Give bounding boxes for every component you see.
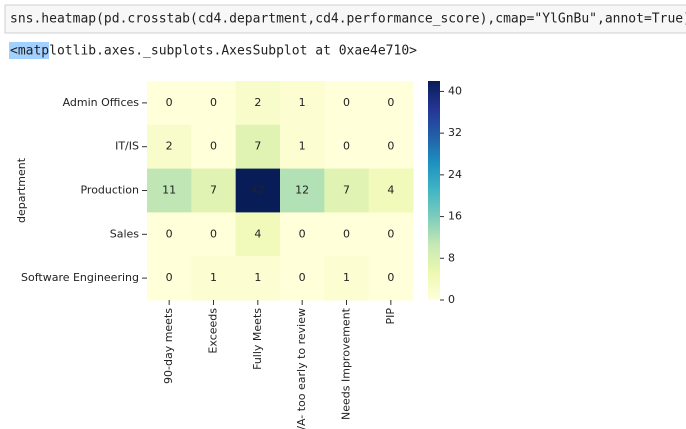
heatmap-cell — [280, 168, 325, 213]
cell-annotation: 0 — [166, 227, 173, 240]
x-tick-label: PIP — [384, 308, 397, 325]
cell-annotation: 0 — [387, 227, 394, 240]
y-tick-label: IT/IS — [115, 140, 139, 153]
x-tick-label: Fully Meets — [251, 308, 264, 370]
cell-annotation: 2 — [254, 96, 261, 109]
colorbar-tick-label: 16 — [448, 210, 462, 223]
y-axis-label: department — [15, 157, 28, 223]
heatmap-cell — [280, 124, 325, 170]
cell-annotation: 1 — [299, 140, 306, 153]
x-tick-label: N/A- too early to review — [295, 308, 308, 429]
heatmap-cell — [280, 256, 325, 301]
cell-annotation: 2 — [166, 140, 173, 153]
colorbar-tick-label: 24 — [448, 168, 462, 181]
cell-annotation: 0 — [210, 96, 217, 109]
code-cell[interactable] — [4, 4, 686, 34]
heatmap-cell — [280, 212, 325, 257]
selection-highlight — [9, 42, 49, 59]
cell-annotation: 0 — [387, 271, 394, 284]
heatmap-cell — [191, 212, 237, 257]
cell-annotation: 4 — [254, 227, 261, 240]
heatmap-cell — [235, 212, 281, 257]
cell-annotation: 1 — [210, 271, 217, 284]
cell-annotation: 11 — [162, 184, 176, 197]
y-tick-label: Production — [80, 184, 139, 197]
heatmap-cell — [368, 124, 414, 170]
heatmap-cell — [235, 168, 281, 213]
x-tick-label: Exceeds — [207, 308, 220, 354]
cell-annotation: 0 — [166, 271, 173, 284]
heatmap-cell — [368, 256, 414, 301]
colorbar-tick-label: 8 — [448, 251, 455, 264]
y-tick-label: Admin Offices — [63, 96, 140, 109]
colorbar-tick-label: 40 — [448, 84, 462, 97]
heatmap-cell — [147, 168, 192, 213]
x-tick-label: Needs Improvement — [340, 307, 353, 420]
cell-annotation: 4 — [387, 184, 394, 197]
cell-annotation: 0 — [210, 140, 217, 153]
heatmap-cell — [191, 81, 237, 126]
heatmap-cell — [147, 256, 192, 301]
heatmap-cell — [324, 168, 370, 213]
heatmap-cell — [235, 81, 281, 126]
cell-annotation: 0 — [343, 96, 350, 109]
cell-annotation: 7 — [254, 140, 261, 153]
heatmap-cell — [147, 124, 192, 170]
heatmap-cell — [368, 212, 414, 257]
heatmap-cell — [324, 81, 370, 126]
heatmap-cell — [324, 124, 370, 170]
cell-annotation: 1 — [254, 271, 261, 284]
cell-annotation: 0 — [387, 96, 394, 109]
heatmap-cell — [235, 124, 281, 170]
code-text: sns.heatmap(pd.crosstab(cd4.department,c… — [10, 12, 686, 27]
cell-annotation: 7 — [210, 184, 217, 197]
cell-annotation: 1 — [299, 96, 306, 109]
x-tick-label: 90-day meets — [162, 308, 175, 384]
cell-annotation: 12 — [295, 184, 309, 197]
heatmap-cell — [280, 81, 325, 126]
cell-annotation: 0 — [166, 96, 173, 109]
y-tick-label: Sales — [110, 227, 140, 240]
heatmap-cell — [368, 81, 414, 126]
heatmap-cell — [191, 124, 237, 170]
heatmap-cell — [368, 168, 414, 213]
y-tick-label: Software Engineering — [21, 271, 139, 284]
cell-annotation: 42 — [251, 184, 265, 197]
output-text: <matplotlib.axes._subplots.AxesSubplot a… — [10, 44, 417, 59]
cell-annotation: 1 — [343, 271, 350, 284]
heatmap-cell — [191, 168, 237, 213]
heatmap-cell — [235, 256, 281, 301]
heatmap-cell — [324, 256, 370, 301]
colorbar — [428, 81, 440, 300]
heatmap-cell — [147, 81, 192, 126]
heatmap-cell — [147, 212, 192, 257]
cell-annotation: 0 — [299, 227, 306, 240]
cell-annotation: 7 — [343, 184, 350, 197]
cell-annotation: 0 — [210, 227, 217, 240]
heatmap-cell — [324, 212, 370, 257]
cell-annotation: 0 — [343, 227, 350, 240]
colorbar-tick-label: 32 — [448, 126, 462, 139]
heatmap-cell — [191, 256, 237, 301]
cell-annotation: 0 — [343, 140, 350, 153]
cell-annotation: 0 — [387, 140, 394, 153]
cell-annotation: 0 — [299, 271, 306, 284]
colorbar-tick-label: 0 — [448, 293, 455, 306]
